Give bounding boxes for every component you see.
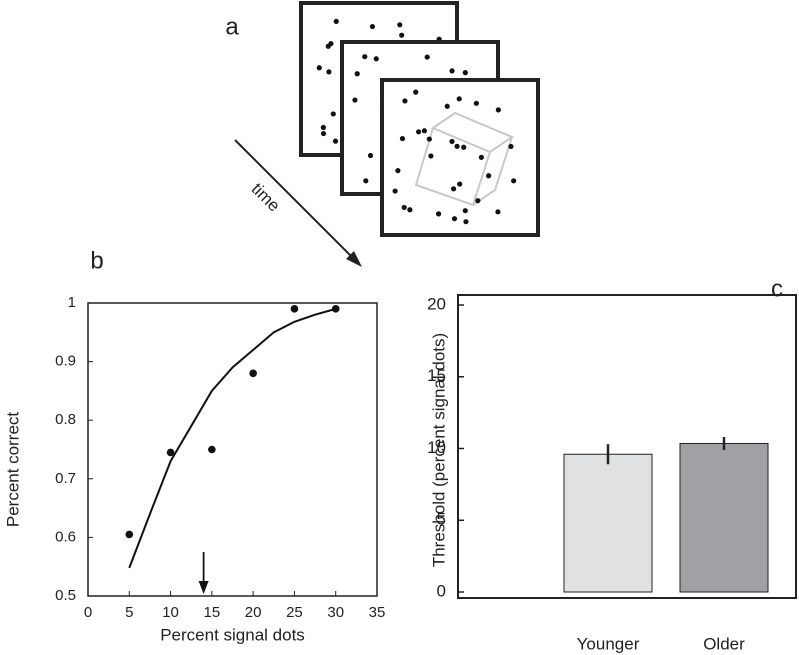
plot-frame xyxy=(457,294,797,599)
y-tick-label: 20 xyxy=(427,294,446,313)
x-tick-label: 15 xyxy=(204,604,221,621)
dot xyxy=(367,152,374,159)
dot xyxy=(352,97,358,103)
panel-label: b xyxy=(90,247,103,274)
stimulus-diagram: time xyxy=(234,1,540,267)
x-tick-label: 10 xyxy=(162,604,179,621)
y-tick-label: 10 xyxy=(427,438,446,457)
dot xyxy=(426,136,432,142)
dot xyxy=(407,207,413,213)
dot xyxy=(333,18,339,25)
dot xyxy=(328,41,334,47)
y-tick-label: 0 xyxy=(437,581,446,600)
dot xyxy=(462,70,468,76)
dot xyxy=(363,178,369,184)
dot xyxy=(450,186,457,192)
dot xyxy=(478,154,484,160)
data-point xyxy=(249,369,257,378)
dot xyxy=(454,143,460,149)
y-axis-label: Percent correct xyxy=(3,412,22,528)
dot xyxy=(511,178,517,184)
data-point xyxy=(331,305,340,313)
dot xyxy=(320,130,327,137)
x-tick-label: 35 xyxy=(369,604,386,621)
dot xyxy=(475,198,481,204)
dot xyxy=(402,98,408,104)
dot xyxy=(449,68,455,74)
dot xyxy=(486,173,492,179)
time-arrow xyxy=(234,139,356,261)
dot xyxy=(354,71,360,77)
dot xyxy=(399,32,405,38)
dot xyxy=(495,107,501,113)
dot xyxy=(435,211,442,217)
dot xyxy=(508,143,514,150)
dot xyxy=(415,129,422,135)
data-point xyxy=(125,530,134,539)
y-tick-label: 0.5 xyxy=(55,587,76,604)
dot xyxy=(373,56,379,62)
y-tick-label: 0.9 xyxy=(55,353,76,370)
dot xyxy=(326,69,332,75)
dot xyxy=(330,111,336,117)
dot xyxy=(457,181,463,187)
data-point xyxy=(290,305,299,313)
dot xyxy=(428,153,434,159)
threshold-arrow-head xyxy=(198,581,209,594)
y-tick-label: 0.7 xyxy=(55,470,76,487)
dot xyxy=(332,138,339,144)
bar xyxy=(563,453,653,593)
dot xyxy=(413,89,419,95)
dot xyxy=(462,208,468,214)
dot xyxy=(395,168,401,174)
dot xyxy=(495,209,501,215)
x-tick-label: Older xyxy=(703,634,745,653)
dot xyxy=(449,138,455,145)
x-tick-label: 25 xyxy=(286,604,303,621)
plot-frame xyxy=(87,302,378,597)
fit-curve xyxy=(128,307,336,569)
dot xyxy=(392,188,398,194)
dots xyxy=(392,89,517,225)
x-tick-label: 5 xyxy=(125,604,133,621)
x-tick-label: 20 xyxy=(245,604,262,621)
dot xyxy=(461,144,467,150)
y-tick-label: 15 xyxy=(427,366,446,385)
x-tick-label: Younger xyxy=(577,634,640,653)
dot xyxy=(451,216,458,222)
y-tick-label: 1 xyxy=(68,294,76,311)
dot xyxy=(463,219,469,225)
bar xyxy=(679,442,769,593)
dot xyxy=(401,204,407,211)
dot xyxy=(320,124,326,131)
data-point xyxy=(166,448,175,457)
dot xyxy=(473,100,479,106)
dot xyxy=(362,54,368,60)
dot xyxy=(399,135,406,142)
y-tick-label: 0.6 xyxy=(55,528,76,545)
x-tick-label: 30 xyxy=(327,604,344,621)
dot xyxy=(444,103,450,109)
dot xyxy=(397,22,403,28)
panel-label: a xyxy=(225,13,239,40)
dot xyxy=(316,65,322,71)
dot xyxy=(424,54,430,60)
data-point xyxy=(208,445,216,454)
x-tick-label: 0 xyxy=(84,604,92,621)
x-axis-label: Percent signal dots xyxy=(160,625,305,644)
dot xyxy=(456,96,462,102)
dot xyxy=(421,128,428,134)
y-tick-label: 0.8 xyxy=(55,411,76,428)
dot xyxy=(369,23,376,30)
panel-label: c xyxy=(771,275,783,302)
y-tick-label: 5 xyxy=(437,510,446,529)
arrow-head xyxy=(346,251,362,267)
y-axis-label: Threshold (percent signal dots) xyxy=(429,333,448,567)
